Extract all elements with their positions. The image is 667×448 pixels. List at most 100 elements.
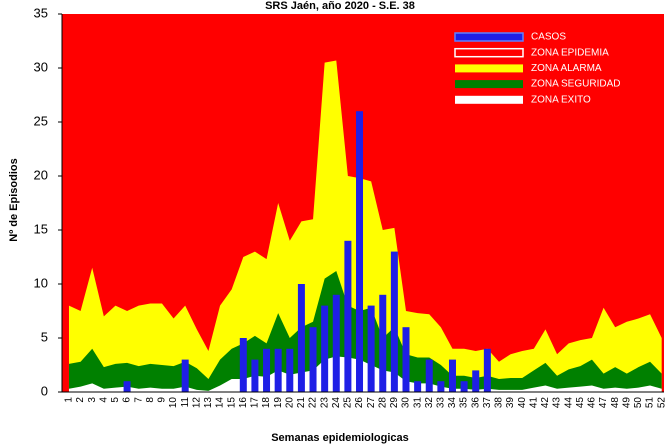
x-tick-label: 52 <box>656 397 667 409</box>
x-tick-label: 21 <box>296 397 307 409</box>
bar <box>344 240 352 392</box>
legend-label: ZONA SEGURIDAD <box>531 79 620 90</box>
legend-label: CASOS <box>531 32 566 43</box>
x-tick-label: 26 <box>354 397 365 409</box>
y-tick-label: 35 <box>34 5 48 20</box>
bar <box>367 305 375 392</box>
x-tick-label: 16 <box>238 397 249 409</box>
x-tick-label: 19 <box>273 397 284 409</box>
x-tick-label: 10 <box>168 397 179 409</box>
y-tick-label: 0 <box>41 383 48 398</box>
x-tick-label: 8 <box>145 397 156 403</box>
x-tick-label: 27 <box>366 397 377 409</box>
zone-area <box>68 356 662 392</box>
bar <box>402 327 410 392</box>
legend-label: ZONA EXITO <box>531 94 591 105</box>
x-tick-label: 30 <box>401 397 412 409</box>
x-tick-label: 13 <box>203 397 214 409</box>
x-tick-label: 51 <box>645 397 656 409</box>
x-tick-label: 42 <box>540 397 551 409</box>
x-tick-label: 11 <box>180 397 191 408</box>
legend-label: ZONA ALARMA <box>531 63 602 74</box>
bar <box>239 338 247 392</box>
x-tick-label: 4 <box>98 397 109 403</box>
legend-swatch <box>454 32 524 42</box>
x-tick-label: 24 <box>331 397 342 409</box>
x-tick-label: 17 <box>250 397 261 409</box>
x-tick-label: 35 <box>459 397 470 409</box>
x-tick-label: 34 <box>447 397 458 409</box>
x-tick-label: 14 <box>215 397 226 409</box>
bar <box>390 251 398 392</box>
x-tick-label: 12 <box>191 397 202 409</box>
bar <box>472 370 480 392</box>
x-tick-label: 37 <box>482 397 493 409</box>
y-tick-label: 20 <box>34 167 48 182</box>
bar <box>286 348 294 392</box>
y-tick-label: 30 <box>34 59 48 74</box>
y-tick-label: 10 <box>34 275 48 290</box>
x-tick-label: 50 <box>633 397 644 409</box>
bar <box>309 327 317 392</box>
y-tick-label: 25 <box>34 113 48 128</box>
x-tick-label: 28 <box>377 397 388 409</box>
bar <box>332 294 340 392</box>
legend-swatch <box>454 47 524 58</box>
x-tick-label: 49 <box>621 397 632 409</box>
legend-label: ZONA EPIDEMIA <box>531 47 609 58</box>
x-tick-label: 25 <box>343 397 354 409</box>
y-tick-label: 15 <box>34 221 48 236</box>
legend-swatch <box>455 64 523 73</box>
bar <box>425 359 433 392</box>
bar <box>356 111 364 392</box>
bar <box>274 348 282 392</box>
x-tick-label: 39 <box>505 397 516 409</box>
chart-title: SRS Jaén, año 2020 - S.E. 38 <box>265 0 415 12</box>
x-tick-label: 48 <box>610 397 621 409</box>
x-tick-label: 9 <box>157 397 168 403</box>
bar <box>181 359 189 392</box>
zone-area <box>68 60 662 392</box>
x-tick-label: 3 <box>87 397 98 403</box>
y-tick-label: 5 <box>41 329 48 344</box>
legend-swatch <box>455 95 523 104</box>
x-tick-label: 2 <box>75 397 86 403</box>
x-tick-label: 40 <box>517 397 528 409</box>
x-tick-label: 7 <box>133 397 144 403</box>
zone-area <box>68 271 662 392</box>
x-tick-label: 47 <box>598 397 609 409</box>
x-tick-label: 6 <box>122 397 133 403</box>
x-tick-label: 32 <box>424 397 435 409</box>
bar <box>483 348 491 392</box>
x-tick-label: 33 <box>436 397 447 409</box>
x-tick-label: 36 <box>470 397 481 409</box>
x-tick-label: 41 <box>528 397 539 409</box>
x-tick-label: 23 <box>319 397 330 409</box>
x-tick-label: 20 <box>284 397 295 409</box>
x-tick-label: 18 <box>261 397 272 409</box>
x-tick-label: 31 <box>412 397 423 409</box>
bar <box>437 381 445 392</box>
bar <box>123 381 131 392</box>
x-tick-label: 38 <box>494 397 505 409</box>
x-tick-label: 5 <box>110 397 121 403</box>
legend-swatch <box>455 80 523 89</box>
x-tick-label: 44 <box>563 397 574 409</box>
x-axis-label: Semanas epidemiologicas <box>271 432 409 444</box>
bar <box>251 359 259 392</box>
x-tick-label: 43 <box>552 397 563 409</box>
bar <box>321 305 329 392</box>
x-tick-label: 22 <box>308 397 319 409</box>
bar <box>297 284 305 392</box>
bar <box>448 359 456 392</box>
bar <box>263 348 271 392</box>
x-tick-label: 15 <box>226 397 237 409</box>
x-tick-label: 46 <box>587 397 598 409</box>
bar <box>460 381 468 392</box>
x-tick-label: 29 <box>389 397 400 409</box>
x-tick-label: 1 <box>64 397 75 403</box>
y-axis-label: Nº de Episodios <box>8 158 20 241</box>
bar <box>414 381 422 392</box>
bar <box>379 294 387 392</box>
